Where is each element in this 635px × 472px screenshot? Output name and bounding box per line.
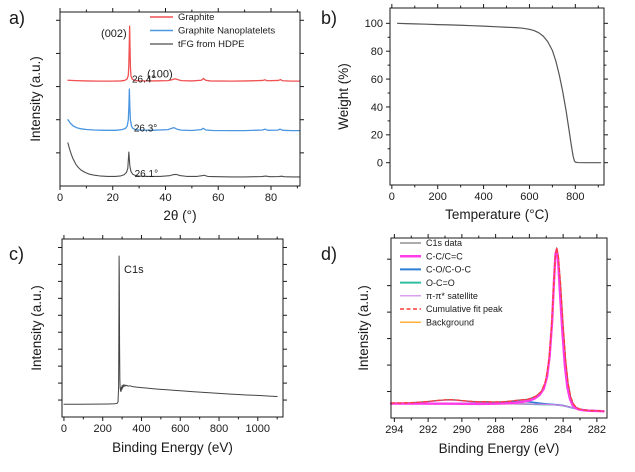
legend-item-c-o-c-o-c: C-O/C-O-C [400, 265, 471, 275]
panel-label-d: d) [321, 244, 338, 264]
series-tga-curve [396, 22, 602, 164]
y-tick-label: 60 [371, 74, 383, 86]
series-group [67, 25, 301, 178]
legend-item-graphite-nanoplatelets: Graphite Nanoplatelets [150, 26, 275, 37]
legend-item-graphite: Graphite [150, 12, 214, 23]
legend-label: C-O/C-O-C [426, 265, 471, 275]
series-c-c-c-c [389, 248, 605, 413]
series-graphite [67, 25, 301, 82]
legend-label: C-C/C=C [426, 251, 463, 261]
x-tick-label: 292 [419, 424, 437, 436]
y-axis-label: Intensity (a.u.) [356, 285, 371, 371]
series-xps-survey-spectrum [63, 255, 278, 405]
x-tick-label: 800 [210, 423, 228, 435]
panel-label-a: a) [9, 8, 26, 28]
legend-label: Background [426, 317, 474, 327]
annotation-26-3: 26.3° [134, 123, 157, 134]
legend-item-c-c-c-c: C-C/C=C [400, 251, 463, 261]
annotation-c1s: C1s [124, 264, 144, 276]
x-tick-label: 200 [429, 191, 447, 203]
panel-label-c: c) [9, 244, 24, 264]
x-tick-label: 60 [212, 192, 224, 204]
x-tick-label: 600 [171, 423, 189, 435]
x-tick-label: 0 [61, 423, 67, 435]
x-axis-label: Temperature (°C) [445, 207, 549, 222]
legend-label: C1s data [426, 238, 462, 248]
legend-label: Graphite [178, 12, 214, 23]
series-tfg-from-hdpe [67, 142, 301, 178]
series-c1s-data [390, 247, 605, 412]
x-axis-label: 2θ (°) [163, 208, 196, 223]
panel-c-xps-survey: c) 0 200 400 600 800 1000 Binding Energy (eV) I… [0, 232, 317, 472]
panel-a-xrd: a) 0 20 40 60 80 2θ (°) Intensity (a.u.) (002) 2… [0, 0, 317, 232]
panel-label-b: b) [321, 8, 338, 28]
x-tick-label: 400 [474, 191, 492, 203]
x-tick-label: 0 [57, 192, 63, 204]
legend-item-tfg-from-hdpe: tFG from HDPE [150, 39, 245, 50]
panel-b-tga: b) 0 200 400 600 800 0 20 40 60 80 100 Temperature … [317, 0, 635, 232]
series-group [63, 255, 278, 405]
x-tick-label: 0 [389, 191, 395, 203]
annotation-100: (100) [147, 68, 173, 80]
tga-chart: 0 200 400 600 800 0 20 40 60 80 100 Temperature (°C… [336, 4, 608, 222]
x-tick-label: 290 [453, 424, 471, 436]
x-axis-label: Binding Energy (eV) [439, 441, 560, 456]
annotation-26-4: 26.4° [132, 74, 155, 85]
x-tick-label: 284 [554, 424, 572, 436]
x-tick-label: 40 [159, 192, 171, 204]
legend: C1s data C-C/C=C C-O/C-O-C O-C=O π-π* satell… [400, 238, 503, 327]
x-tick-label: 20 [107, 192, 119, 204]
x-tick-label: 800 [566, 191, 584, 203]
plot-frame [389, 7, 605, 186]
x-tick-label: 282 [588, 424, 606, 436]
series-group [389, 247, 605, 413]
y-tick-label: 0 [377, 158, 383, 170]
y-tick-label: 80 [371, 46, 383, 58]
x-tick-label: 294 [385, 424, 403, 436]
legend-label: π-π* satellite [426, 291, 478, 301]
series-cumulative-fit-peak [390, 247, 605, 412]
annotation-002: (002) [101, 28, 127, 40]
x-axis-label: Binding Energy (eV) [112, 440, 233, 455]
legend-label: O-C=O [426, 278, 455, 288]
y-axis-label: Intensity (a.u.) [28, 56, 43, 142]
panel-d-xps-c1s: d) 294 292 290 288 286 284 282 Binding Energy (… [317, 232, 635, 472]
legend-item-cumulative-fit-peak: Cumulative fit peak [400, 304, 503, 314]
y-axis-label: Intensity (a.u.) [29, 285, 44, 371]
series-group [396, 22, 602, 164]
legend-item-background: Background [400, 317, 474, 327]
y-axis-label: Weight (%) [336, 63, 351, 130]
plot-frame [59, 11, 301, 187]
xrd-chart: 0 20 40 60 80 2θ (°) Intensity (a.u.) (002) 26.4… [28, 8, 304, 223]
x-tick-label: 286 [520, 424, 538, 436]
plot-frame [390, 237, 608, 419]
x-tick-label: 288 [486, 424, 504, 436]
y-tick-label: 20 [371, 130, 383, 142]
x-tick-label: 80 [265, 192, 277, 204]
legend: Graphite Graphite Nanoplatelets tFG from H… [150, 12, 275, 50]
plot-frame [61, 238, 284, 418]
y-tick-label: 100 [365, 18, 383, 30]
legend-item-c1s-data: C1s data [400, 238, 462, 248]
legend-item-o-c-o: O-C=O [400, 278, 455, 288]
legend-item-satellite: π-π* satellite [400, 291, 478, 301]
legend-label: Graphite Nanoplatelets [178, 26, 275, 37]
x-tick-label: 600 [520, 191, 538, 203]
xps-survey-chart: 0 200 400 600 800 1000 Binding Energy (eV) Inte… [29, 235, 287, 455]
xps-c1s-chart: 294 292 290 288 286 284 282 Binding Energy (eV)… [356, 234, 611, 456]
series-graphite-nanoplatelets [67, 88, 301, 132]
legend-label: Cumulative fit peak [426, 304, 503, 314]
y-tick-label: 40 [371, 102, 383, 114]
legend-label: tFG from HDPE [178, 39, 245, 50]
annotation-26-1: 26.1° [135, 169, 158, 180]
x-tick-label: 400 [132, 423, 150, 435]
x-tick-label: 1000 [246, 423, 270, 435]
x-tick-label: 200 [94, 423, 112, 435]
